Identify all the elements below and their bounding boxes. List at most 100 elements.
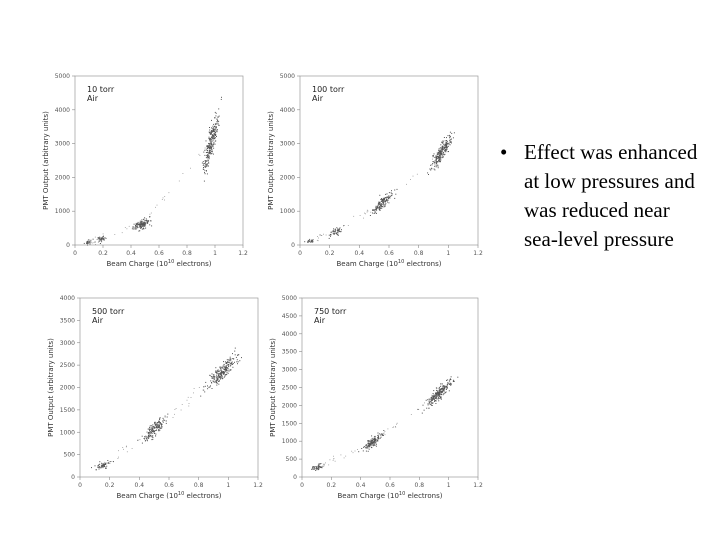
scatter-point bbox=[309, 238, 311, 240]
scatter-point bbox=[206, 170, 207, 172]
scatter-point bbox=[138, 223, 140, 225]
scatter-point bbox=[336, 227, 338, 229]
scatter-point bbox=[442, 388, 443, 390]
scatter-point bbox=[440, 391, 442, 393]
scatter-cluster bbox=[131, 216, 153, 232]
scatter-point bbox=[379, 209, 381, 211]
scatter-point bbox=[152, 438, 154, 440]
scatter-point bbox=[131, 228, 133, 230]
scatter-point bbox=[328, 234, 330, 236]
scatter-point bbox=[446, 379, 447, 381]
scatter-point bbox=[165, 420, 167, 421]
scatter-point bbox=[229, 358, 231, 360]
scatter-point bbox=[318, 237, 319, 239]
scatter-point bbox=[388, 202, 390, 204]
scatter-point bbox=[205, 140, 207, 142]
scatter-point bbox=[370, 442, 372, 444]
scatter-point bbox=[89, 243, 91, 245]
scatter-point bbox=[211, 144, 213, 146]
scatter-point bbox=[213, 123, 215, 125]
scatter-point bbox=[91, 242, 93, 244]
scatter-point bbox=[209, 146, 211, 148]
scatter-point bbox=[381, 198, 383, 199]
x-axis-label: Beam Charge (1010 electrons) bbox=[106, 259, 211, 268]
scatter-point bbox=[159, 422, 161, 424]
scatter-point bbox=[307, 241, 309, 243]
scatter-point bbox=[228, 361, 230, 363]
scatter-point bbox=[111, 461, 113, 462]
scatter-point bbox=[433, 394, 435, 396]
scatter-point bbox=[165, 420, 167, 422]
scatter-point bbox=[224, 361, 226, 363]
scatter-point bbox=[213, 134, 215, 136]
scatter-point bbox=[314, 467, 316, 469]
scatter-point bbox=[165, 422, 167, 424]
scatter-point bbox=[103, 465, 104, 467]
scatter-point bbox=[330, 234, 332, 236]
scatter-point bbox=[387, 199, 389, 201]
scatter-point bbox=[211, 130, 212, 132]
scatter-point bbox=[373, 442, 375, 444]
plot-frame bbox=[299, 75, 479, 246]
scatter-point bbox=[151, 425, 153, 427]
scatter-point bbox=[151, 225, 153, 227]
scatter-point bbox=[211, 151, 213, 153]
scatter-point bbox=[98, 240, 100, 242]
scatter-point bbox=[442, 146, 444, 148]
scatter-point bbox=[230, 369, 232, 370]
scatter-point bbox=[436, 152, 438, 154]
scatter-point bbox=[449, 140, 451, 141]
scatter-point bbox=[212, 380, 214, 382]
scatter-point bbox=[439, 395, 441, 397]
scatter-point bbox=[138, 226, 140, 228]
scatter-point bbox=[379, 437, 381, 439]
scatter-point bbox=[381, 434, 383, 436]
y-tick-label: 0 bbox=[66, 242, 70, 249]
scatter-point bbox=[209, 133, 211, 135]
scatter-point bbox=[149, 213, 151, 215]
scatter-point bbox=[158, 425, 160, 427]
scatter-point bbox=[143, 228, 145, 230]
scatter-point bbox=[211, 149, 213, 151]
scatter-point bbox=[440, 153, 442, 155]
scatter-point bbox=[443, 148, 445, 150]
scatter-point bbox=[374, 439, 376, 441]
scatter-point bbox=[203, 163, 204, 165]
scatter-point bbox=[149, 431, 151, 433]
scatter-point bbox=[435, 156, 437, 158]
plot-annotation: Air bbox=[92, 316, 104, 325]
scatter-point bbox=[97, 466, 99, 468]
scatter-point bbox=[141, 442, 143, 444]
x-axis-label: Beam Charge (1010 electrons) bbox=[116, 491, 221, 500]
scatter-point bbox=[449, 136, 451, 137]
scatter-point bbox=[448, 143, 450, 145]
x-tick-label: 0.6 bbox=[154, 250, 164, 257]
scatter-point bbox=[338, 228, 340, 230]
scatter-point bbox=[221, 96, 222, 98]
scatter-point bbox=[147, 433, 149, 435]
scatter-point bbox=[434, 397, 436, 399]
scatter-point bbox=[86, 242, 88, 244]
scatter-point bbox=[449, 380, 451, 382]
scatter-point bbox=[431, 405, 433, 406]
scatter-point bbox=[431, 399, 433, 401]
scatter-point bbox=[388, 192, 390, 194]
scatter-point bbox=[221, 370, 223, 372]
scatter-point bbox=[310, 241, 312, 243]
scatter-point bbox=[204, 149, 206, 151]
scatter-point bbox=[372, 209, 374, 210]
x-tick-label: 1 bbox=[446, 250, 450, 257]
scatter-point bbox=[390, 195, 392, 197]
scatter-point bbox=[123, 448, 124, 450]
scatter-point bbox=[215, 367, 217, 369]
scatter-point bbox=[213, 132, 215, 134]
scatter-point bbox=[431, 394, 433, 396]
scatter-point bbox=[446, 144, 448, 145]
scatter-point bbox=[374, 445, 376, 446]
scatter-point bbox=[386, 199, 388, 201]
scatter-point bbox=[447, 145, 449, 147]
scatter-point bbox=[226, 372, 228, 374]
scatter-point bbox=[98, 468, 100, 470]
scatter-point bbox=[105, 237, 107, 239]
scatter-point bbox=[333, 458, 335, 459]
